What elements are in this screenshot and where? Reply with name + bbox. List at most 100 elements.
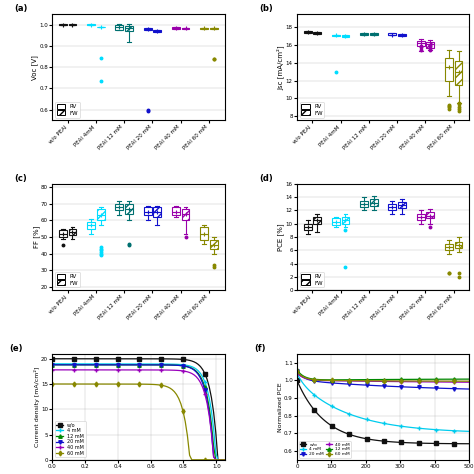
Y-axis label: Jsc [mA/cm²]: Jsc [mA/cm²]	[277, 45, 284, 90]
Point	[427, 212, 434, 219]
40 mM	[222, 457, 228, 463]
12 mM	[152, 362, 157, 368]
w/o	[152, 356, 157, 362]
4 mM	[161, 361, 166, 367]
Point	[97, 23, 105, 31]
20 mM	[152, 362, 157, 368]
Legend: RV, FW: RV, FW	[55, 102, 80, 118]
Line: 40 mM: 40 mM	[295, 372, 471, 384]
4 mM	[383, 421, 389, 427]
w/o	[215, 457, 221, 463]
Point	[116, 203, 123, 211]
Text: (f): (f)	[254, 344, 265, 353]
12 mM	[336, 377, 342, 383]
20 mM	[327, 380, 333, 386]
PathPatch shape	[426, 212, 434, 219]
PathPatch shape	[342, 217, 349, 224]
PathPatch shape	[426, 42, 434, 48]
Point	[97, 212, 105, 219]
12 mM	[294, 367, 300, 373]
w/o	[453, 441, 458, 447]
PathPatch shape	[313, 32, 321, 34]
PathPatch shape	[370, 199, 378, 206]
Line: 4 mM: 4 mM	[295, 372, 471, 433]
PathPatch shape	[304, 31, 311, 33]
Point	[427, 40, 434, 48]
4 mM	[397, 423, 402, 429]
12 mM	[126, 362, 131, 368]
Point	[172, 209, 180, 216]
PathPatch shape	[304, 224, 311, 230]
Point	[455, 68, 462, 75]
Legend: RV, FW: RV, FW	[300, 102, 324, 118]
4 mM	[167, 361, 173, 367]
Point	[332, 218, 340, 226]
Point	[144, 209, 151, 216]
60 mM	[334, 378, 340, 383]
w/o	[294, 377, 300, 383]
PathPatch shape	[87, 222, 95, 229]
12 mM	[154, 362, 160, 368]
w/o	[334, 426, 340, 432]
PathPatch shape	[389, 33, 396, 36]
PathPatch shape	[455, 61, 463, 85]
Point	[87, 222, 95, 229]
Point	[398, 201, 406, 209]
12 mM	[222, 457, 228, 463]
Point	[144, 25, 151, 33]
40 mM	[383, 379, 389, 384]
20 mM	[294, 368, 300, 374]
PathPatch shape	[125, 204, 133, 214]
Legend: RV, FW: RV, FW	[55, 272, 80, 287]
PathPatch shape	[116, 204, 123, 210]
Text: (d): (d)	[259, 174, 273, 183]
w/o	[458, 441, 464, 447]
Point	[69, 228, 76, 236]
20 mM	[334, 381, 340, 386]
PathPatch shape	[182, 209, 190, 220]
12 mM	[167, 362, 173, 368]
w/o	[397, 439, 402, 445]
PathPatch shape	[398, 34, 406, 36]
Point	[87, 21, 95, 28]
PathPatch shape	[125, 26, 133, 31]
PathPatch shape	[445, 58, 453, 81]
4 mM	[466, 428, 472, 434]
w/o	[466, 441, 472, 447]
PathPatch shape	[455, 242, 463, 248]
Point	[332, 32, 340, 39]
Point	[182, 25, 189, 32]
PathPatch shape	[332, 35, 340, 36]
Point	[370, 30, 378, 38]
4 mM	[152, 361, 157, 367]
40 mM	[334, 378, 340, 383]
12 mM	[202, 384, 208, 390]
12 mM	[399, 376, 404, 382]
60 mM	[167, 385, 173, 391]
4 mM	[453, 428, 458, 434]
20 mM	[154, 362, 160, 368]
60 mM	[49, 381, 55, 387]
12 mM	[49, 362, 55, 368]
Point	[59, 230, 67, 237]
12 mM	[213, 457, 219, 463]
Point	[313, 29, 321, 36]
Point	[455, 241, 462, 249]
60 mM	[327, 378, 333, 383]
4 mM	[202, 379, 208, 385]
PathPatch shape	[332, 219, 340, 225]
PathPatch shape	[200, 227, 208, 240]
12 mM	[454, 376, 460, 382]
Point	[398, 31, 406, 39]
12 mM	[330, 377, 336, 383]
PathPatch shape	[59, 24, 67, 25]
Line: 20 mM: 20 mM	[50, 363, 226, 462]
20 mM	[397, 384, 402, 390]
4 mM	[334, 406, 340, 411]
Y-axis label: PCE [%]: PCE [%]	[278, 223, 284, 251]
PathPatch shape	[116, 25, 123, 30]
w/o	[154, 356, 160, 362]
PathPatch shape	[398, 202, 406, 209]
12 mM	[161, 362, 166, 368]
12 mM	[327, 377, 333, 383]
